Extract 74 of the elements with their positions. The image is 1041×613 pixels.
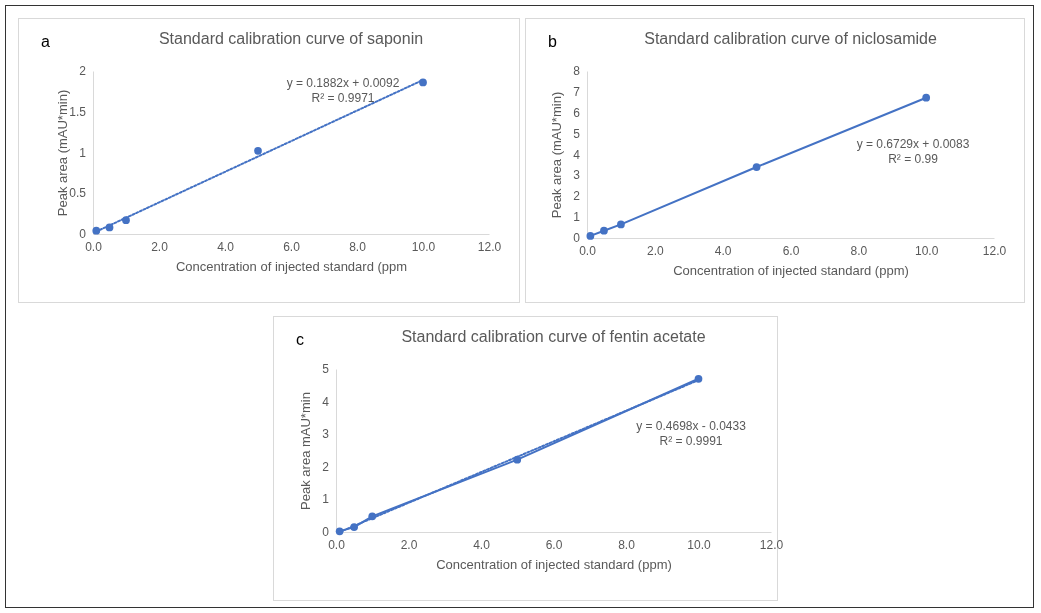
x-tick-label: 0.0 bbox=[85, 239, 103, 254]
annotation: y = 0.6729x + 0.0083 bbox=[856, 137, 970, 151]
y-tick-label: 4 bbox=[322, 394, 330, 409]
annotation: y = 0.4698x - 0.0433 bbox=[636, 419, 747, 433]
x-tick-label: 2.0 bbox=[400, 537, 418, 552]
y-tick-label: 6 bbox=[573, 105, 581, 120]
x-tick-label: 2.0 bbox=[151, 239, 169, 254]
y-tick-label: 0 bbox=[573, 231, 581, 245]
x-axis-title: Concentration of injected standard (ppm bbox=[175, 258, 408, 274]
x-tick-label: 8.0 bbox=[349, 239, 367, 254]
point bbox=[105, 223, 114, 232]
annotation: y = 0.1882x + 0.0092 bbox=[286, 76, 400, 90]
x-tick-label: 10.0 bbox=[411, 239, 436, 254]
text: b bbox=[548, 33, 557, 51]
x-tick-label: 2.0 bbox=[646, 243, 664, 258]
chart-title: Standard calibration curve of niclosamide bbox=[644, 30, 937, 47]
y-tick-label: 5 bbox=[573, 126, 581, 141]
y-tick-label: 1 bbox=[322, 492, 330, 507]
point bbox=[513, 455, 522, 464]
x-tick-label: 0.0 bbox=[328, 537, 346, 552]
x-tick-label: 4.0 bbox=[217, 239, 235, 254]
point bbox=[122, 216, 130, 225]
point bbox=[350, 523, 358, 531]
y-tick-label: 8 bbox=[573, 64, 581, 78]
x-tick-label: 12.0 bbox=[759, 537, 784, 552]
y-tick-label: 1 bbox=[79, 145, 87, 160]
point bbox=[600, 226, 608, 235]
y-tick-label: 4 bbox=[573, 147, 581, 162]
point bbox=[694, 374, 703, 383]
x-tick-label: 8.0 bbox=[618, 537, 636, 552]
y-tick-label: 0 bbox=[322, 525, 330, 539]
x-tick-label: 6.0 bbox=[545, 537, 563, 552]
x-tick-label: 10.0 bbox=[687, 537, 711, 552]
point bbox=[586, 232, 595, 240]
x-tick-label: 4.0 bbox=[714, 243, 732, 258]
x-tick-label: 12.0 bbox=[982, 243, 1007, 258]
y-tick-label: 2 bbox=[322, 459, 330, 474]
y-tick-label: 1 bbox=[573, 210, 581, 225]
text: c bbox=[296, 331, 304, 349]
point bbox=[92, 226, 101, 235]
y-tick-label: 2 bbox=[79, 64, 87, 78]
point bbox=[368, 512, 377, 521]
y-tick-label: 0 bbox=[79, 227, 87, 241]
y-tick-label: 1.5 bbox=[69, 104, 87, 119]
x-axis-title: Concentration of injected standard (ppm) bbox=[673, 262, 909, 278]
y-tick-label: 5 bbox=[322, 362, 330, 376]
y-tick-label: 3 bbox=[573, 168, 581, 183]
point bbox=[752, 163, 761, 171]
annotation: R² = 0.99 bbox=[888, 152, 939, 166]
y-tick-label: 3 bbox=[322, 427, 330, 442]
annotation: R² = 0.9971 bbox=[311, 91, 375, 105]
y-axis-title: Peak area mAU*min bbox=[297, 392, 313, 510]
x-tick-label: 6.0 bbox=[782, 243, 800, 258]
y-tick-label: 0.5 bbox=[69, 186, 87, 201]
point bbox=[335, 527, 344, 536]
annotation: R² = 0.9991 bbox=[659, 434, 723, 448]
y-axis-title: Peak area (mAU*min) bbox=[548, 91, 564, 219]
point bbox=[254, 147, 262, 155]
point bbox=[419, 78, 427, 87]
y-axis-title: Peak area (mAU*min) bbox=[54, 89, 70, 217]
chart-title: Standard calibration curve of saponin bbox=[158, 30, 424, 47]
text: a bbox=[41, 33, 50, 51]
x-tick-label: 8.0 bbox=[850, 243, 868, 258]
point bbox=[617, 220, 625, 229]
x-tick-label: 12.0 bbox=[477, 239, 502, 254]
x-tick-label: 4.0 bbox=[473, 537, 491, 552]
x-tick-label: 0.0 bbox=[579, 243, 597, 258]
x-tick-label: 6.0 bbox=[283, 239, 301, 254]
point bbox=[922, 93, 931, 102]
x-axis-title: Concentration of injected standard (ppm) bbox=[436, 556, 672, 572]
x-tick-label: 10.0 bbox=[914, 243, 939, 258]
y-tick-label: 7 bbox=[573, 84, 581, 99]
y-tick-label: 2 bbox=[573, 189, 581, 204]
chart-title: Standard calibration curve of fentin acetate bbox=[401, 328, 706, 345]
